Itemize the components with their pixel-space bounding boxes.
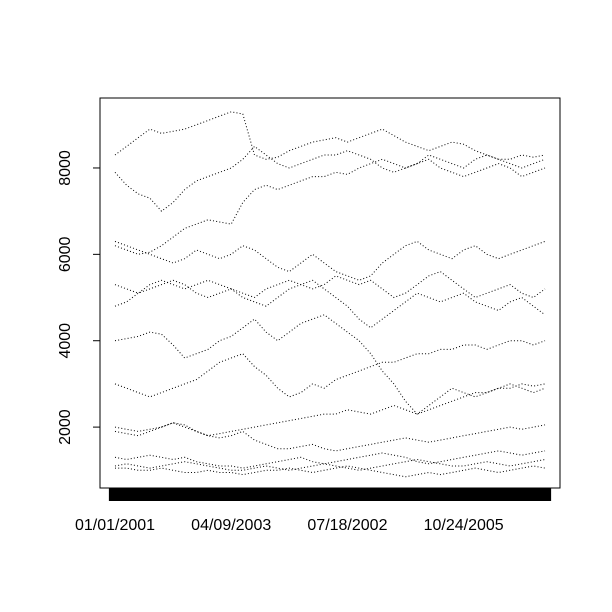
- y-tick-label: 4000: [57, 323, 74, 359]
- y-tick-label: 2000: [57, 409, 74, 445]
- x-tick-label: 10/24/2005: [424, 517, 504, 534]
- x-tick-label: 04/09/2003: [191, 517, 271, 534]
- series-line: [115, 465, 546, 478]
- series-line: [114, 145, 546, 212]
- series-line: [114, 271, 546, 299]
- series-line: [114, 383, 546, 437]
- y-tick-label: 6000: [57, 236, 74, 272]
- y-tick-label: 8000: [57, 150, 74, 186]
- series-line: [114, 279, 546, 329]
- x-tick-label: 07/18/2002: [307, 517, 387, 534]
- series-line: [114, 154, 546, 255]
- series-line: [114, 458, 546, 471]
- x-tick-label: 01/01/2001: [75, 517, 155, 534]
